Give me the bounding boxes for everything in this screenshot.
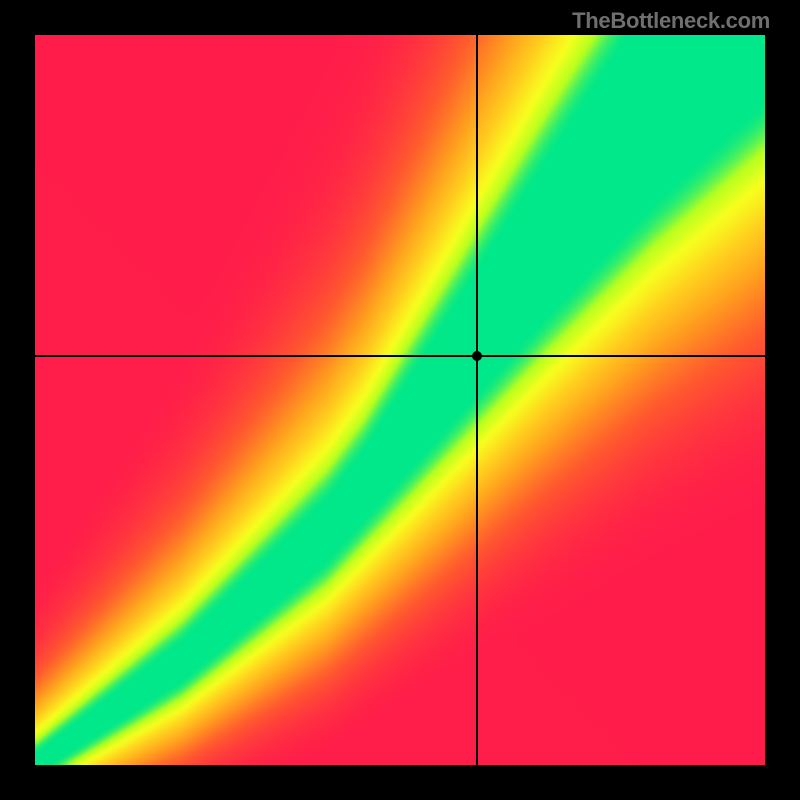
heatmap-canvas — [35, 35, 765, 765]
intersection-marker — [472, 351, 482, 361]
heatmap-plot — [35, 35, 765, 765]
crosshair-horizontal — [35, 355, 765, 357]
crosshair-vertical — [476, 35, 478, 765]
chart-container: TheBottleneck.com — [0, 0, 800, 800]
watermark-text: TheBottleneck.com — [572, 8, 770, 34]
